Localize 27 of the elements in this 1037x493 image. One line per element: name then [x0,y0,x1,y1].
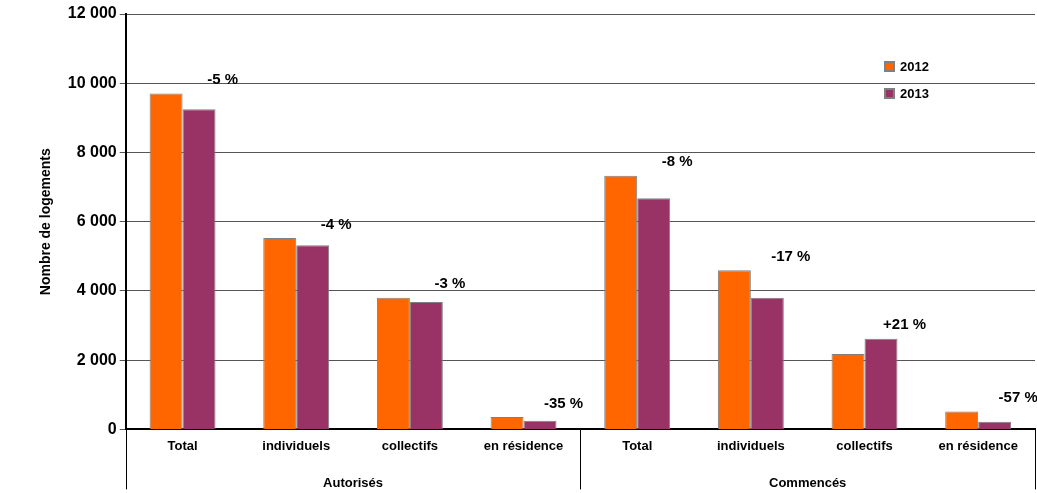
y-tick-label: 12 000 [67,4,117,22]
x-tick-label: en résidence [938,437,1018,453]
y-tick-label: 0 [107,419,117,437]
y-tick-label: 2 000 [76,350,117,368]
x-tick-label: collectifs [381,437,439,453]
x-tick-label: individuels [262,437,331,453]
x-tick-label: Total [167,437,198,453]
x-tick-label: collectifs [836,437,893,453]
annotation: +21 % [883,315,926,333]
text: Commencés [769,474,847,490]
annotation: -5 % [207,70,238,88]
annotation: -57 % [998,388,1037,406]
legend-label: 2013 [900,85,929,101]
annotation: -17 % [771,246,811,264]
y-tick-label: 4 000 [76,281,117,299]
x-tick-label: individuels [716,437,785,453]
y-tick-label: 10 000 [67,73,117,91]
x-tick-label: en résidence [483,437,564,453]
y-axis-title: Nombre de logements [37,147,54,296]
annotation: -8 % [661,152,693,170]
x-tick-label: Total [622,437,653,453]
annotation: -35 % [543,393,584,411]
y-tick-label: 8 000 [76,142,117,160]
text: Autorisés [323,474,384,490]
legend-label: 2012 [900,58,929,74]
annotation: -3 % [434,274,466,292]
y-tick-label: 6 000 [76,212,117,230]
